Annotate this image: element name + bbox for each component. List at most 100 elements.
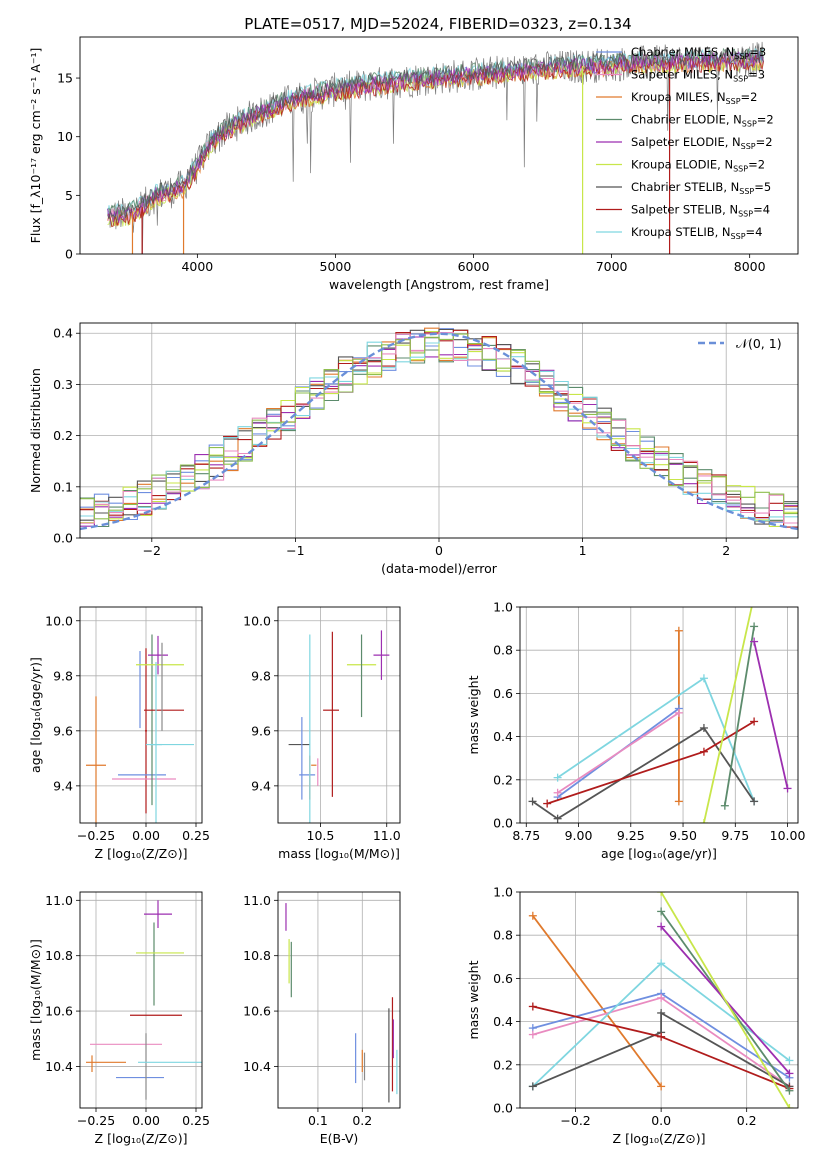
x-axis-label: Z [log₁₀(Z/Z⊙)] xyxy=(95,1131,188,1146)
y-tick-label: 5 xyxy=(65,188,73,203)
axes-frame xyxy=(519,891,799,1109)
weight-line xyxy=(753,641,789,789)
plot-area xyxy=(107,41,764,254)
legend-value: =3 xyxy=(749,45,766,59)
weight-line xyxy=(703,607,753,823)
y-tick-label: 9.8 xyxy=(251,668,271,683)
y-tick-label: 9.4 xyxy=(251,778,271,793)
legend-value: =2 xyxy=(748,158,765,172)
y-tick-label: 10.6 xyxy=(243,1004,271,1019)
weight-line xyxy=(532,1011,790,1088)
axes-7: −0.2 0.0 0.2 0.0 0.2 0.4 0.6 0.8 1.0 Z [log₁₀(Z/Z… xyxy=(466,885,799,1146)
plot-area xyxy=(528,607,792,823)
y-tick-label: 10.4 xyxy=(45,1059,73,1074)
histogram-step xyxy=(80,331,798,524)
y-tick-label: 0.2 xyxy=(493,1057,513,1072)
legend-entry: Chabrier ELODIE, NSSP=2 xyxy=(631,113,774,129)
x-axis-label: Z [log₁₀(Z/Z⊙)] xyxy=(95,846,188,861)
legend-value: =4 xyxy=(753,203,770,217)
axes-2: −0.25 0.00 0.25 9.4 9.6 9.8 10.0 Z [log₁₀(Z/Z⊙)… xyxy=(28,606,210,861)
legend-value: =5 xyxy=(754,180,771,194)
y-tick-label: 9.6 xyxy=(251,723,271,738)
legend-subscript: SSP xyxy=(742,120,757,129)
legend-subscript: SSP xyxy=(733,75,748,84)
legend-subscript: SSP xyxy=(741,142,756,151)
legend-entry: 𝒩(0, 1) xyxy=(736,336,782,351)
legend: Chabrier MILES, NSSP=3 Salpeter MILES, NS… xyxy=(596,45,774,241)
legend-value: =2 xyxy=(757,113,774,127)
x-tick-label: 8.75 xyxy=(512,828,540,843)
x-tick-label: 0.25 xyxy=(182,828,210,843)
legend-value: =2 xyxy=(741,90,758,104)
x-tick-label: −0.25 xyxy=(77,828,115,843)
y-tick-label: 0.3 xyxy=(53,377,73,392)
legend-entry: Salpeter STELIB, NSSP=4 xyxy=(631,203,770,219)
y-tick-label: 0.6 xyxy=(493,686,513,701)
x-tick-label: −1 xyxy=(286,543,304,558)
normal-curve xyxy=(80,332,798,531)
axes-6: 0.1 0.2 10.4 10.6 10.8 11.0 E(B-V) xyxy=(243,891,401,1146)
y-tick-label: 10 xyxy=(57,129,73,144)
axes-frame xyxy=(79,891,203,1109)
axes-frame xyxy=(79,606,203,824)
y-tick-label: 0 xyxy=(65,247,73,262)
y-tick-label: 0.8 xyxy=(493,928,513,943)
legend-subscript: SSP xyxy=(731,232,746,241)
x-tick-label: 0.2 xyxy=(737,1113,757,1128)
x-tick-label: 6000 xyxy=(458,259,490,274)
x-tick-label: 9.00 xyxy=(565,828,593,843)
y-tick-label: 10.0 xyxy=(243,613,271,628)
y-tick-label: 0.6 xyxy=(493,971,513,986)
axes-5: −0.25 0.00 0.25 10.4 10.6 10.8 11.0 Z [log₁₀(Z/… xyxy=(28,891,210,1146)
x-tick-label: 0.2 xyxy=(352,1113,372,1128)
y-tick-label: 1.0 xyxy=(493,885,513,900)
axes-3: 10.5 11.0 9.4 9.6 9.8 10.0 mass [log₁₀(M/M⊙)] xyxy=(243,606,401,861)
x-tick-label: 1 xyxy=(579,543,587,558)
legend-subscript: SSP xyxy=(739,187,754,196)
weight-line xyxy=(723,626,755,806)
weight-line xyxy=(532,915,662,1087)
y-tick-label: 10.8 xyxy=(243,948,271,963)
y-tick-label: 0.8 xyxy=(493,643,513,658)
x-tick-label: 4000 xyxy=(181,259,213,274)
legend-subscript: SSP xyxy=(726,97,741,106)
y-tick-label: 0.2 xyxy=(493,772,513,787)
y-tick-label: 10.0 xyxy=(45,613,73,628)
y-axis-label: age [log₁₀(age/yr)] xyxy=(28,657,43,773)
plot-area xyxy=(86,900,202,1100)
x-axis-label: wavelength [Angstrom, rest frame] xyxy=(329,277,549,292)
figure-title: PLATE=0517, MJD=52024, FIBERID=0323, z=0… xyxy=(244,15,631,33)
y-axis-label: mass weight xyxy=(466,960,481,1039)
y-tick-label: 10.4 xyxy=(243,1059,271,1074)
x-axis-label: Z [log₁₀(Z/Z⊙)] xyxy=(613,1131,706,1146)
x-tick-label: 0.00 xyxy=(132,828,160,843)
axes-0: 4000 5000 6000 7000 8000 0 5 10 15 wavelength [An… xyxy=(28,36,799,292)
x-tick-label: 0.0 xyxy=(651,1113,671,1128)
legend-entry: Chabrier STELIB, NSSP=5 xyxy=(631,180,771,196)
y-axis-label: Normed distribution xyxy=(28,368,43,493)
x-tick-label: −0.25 xyxy=(77,1113,115,1128)
x-axis-label: age [log₁₀(age/yr)] xyxy=(601,846,717,861)
plot-area xyxy=(288,630,390,823)
x-axis-label: mass [log₁₀(M/M⊙)] xyxy=(278,846,400,861)
axes-frame xyxy=(79,36,799,255)
y-tick-label: 0.0 xyxy=(493,816,513,831)
legend-value: =4 xyxy=(746,225,763,239)
x-tick-label: −2 xyxy=(143,543,161,558)
plot-area xyxy=(285,903,398,1103)
x-tick-label: 9.75 xyxy=(721,828,749,843)
y-tick-label: 1.0 xyxy=(493,600,513,615)
legend-entry: Chabrier MILES, NSSP=3 xyxy=(631,45,766,61)
y-tick-label: 0.4 xyxy=(493,729,513,744)
y-tick-label: 9.4 xyxy=(53,778,73,793)
x-axis-label: (data-model)/error xyxy=(381,561,498,576)
legend-subscript: SSP xyxy=(734,52,749,61)
histogram-step xyxy=(80,330,798,527)
x-tick-label: 8000 xyxy=(734,259,766,274)
y-tick-label: 0.1 xyxy=(53,479,73,494)
legend: 𝒩(0, 1) xyxy=(698,336,782,351)
x-tick-label: 0.25 xyxy=(182,1113,210,1128)
x-tick-label: −0.2 xyxy=(560,1113,590,1128)
